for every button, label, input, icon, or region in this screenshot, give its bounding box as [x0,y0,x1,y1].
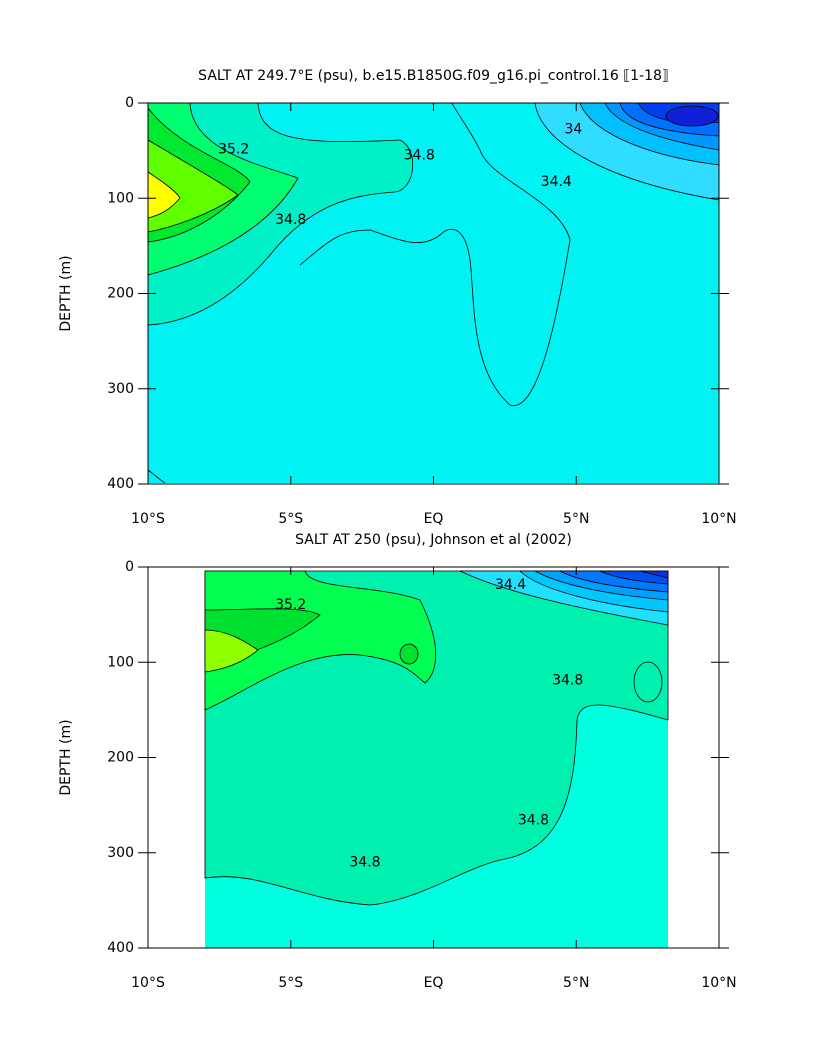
x-tick-label: 10°S [131,511,165,527]
y-tick-label: 300 [107,845,134,861]
contour-label: 34.8 [349,854,380,870]
y-tick-label: 0 [125,95,134,111]
x-tick-label: 10°N [701,975,736,991]
contour-label: 34 [564,122,582,138]
x-tick-label: 5°S [278,511,303,527]
y-tick-label: 200 [107,286,134,302]
contour-label: 34.4 [495,577,526,593]
contour-label: 34.8 [275,212,306,228]
x-tick-label: 5°N [563,511,589,527]
x-tick-label: EQ [424,511,444,527]
contour-label: 34.4 [541,174,572,190]
y-tick-label: 0 [125,559,134,575]
axes [138,102,729,485]
contour-label: 34.8 [404,147,435,163]
contour-label: 35.2 [275,597,306,613]
y-axis-label: DEPTH (m) [58,719,74,795]
y-tick-label: 200 [107,750,134,766]
x-tick-label: 10°N [701,511,736,527]
x-tick-label: 10°S [131,975,165,991]
chart-title: SALT AT 250 (psu), Johnson et al (2002) [295,532,572,548]
axes [138,566,729,949]
x-tick-label: 5°N [563,975,589,991]
y-tick-label: 400 [107,476,134,492]
x-tick-label: EQ [424,975,444,991]
x-tick-label: 5°S [278,975,303,991]
contour-label: 34.8 [552,672,583,688]
y-tick-label: 100 [107,190,134,206]
chart-title: SALT AT 249.7°E (psu), b.e15.B1850G.f09_… [198,68,669,84]
y-tick-label: 400 [107,940,134,956]
panel-1-fill [147,102,720,484]
contour-label: 35.2 [218,142,249,158]
y-axis-label: DEPTH (m) [58,255,74,331]
panel-2-fill [204,570,669,948]
y-tick-label: 300 [107,381,134,397]
contour-label: 34.8 [518,812,549,828]
y-tick-label: 100 [107,654,134,670]
